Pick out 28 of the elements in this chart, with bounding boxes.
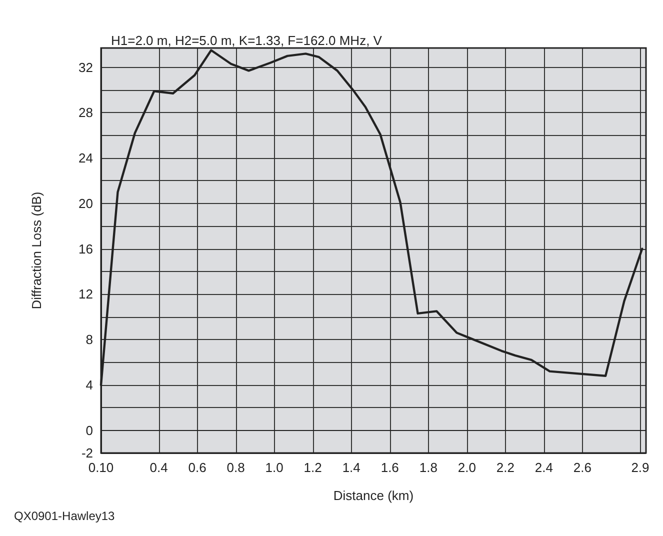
x-tick-label: 2.0	[458, 460, 476, 475]
x-tick-label: 1.8	[419, 460, 438, 475]
y-tick-label: 0	[86, 422, 93, 438]
x-tick-label: 0.8	[226, 460, 245, 475]
x-tick-label: 1.6	[380, 460, 399, 475]
y-tick-label: 28	[78, 105, 93, 120]
y-tick-label: 32	[78, 60, 93, 75]
y-tick-label: 4	[86, 377, 93, 392]
x-tick-label: 2.9	[631, 460, 650, 475]
x-tick-label: 1.2	[304, 460, 322, 475]
x-tick-label: 2.2	[496, 460, 514, 475]
x-tick-label: 2.6	[573, 460, 592, 475]
x-tick-label: 2.4	[534, 460, 553, 475]
y-tick-label: -2	[81, 446, 93, 460]
y-tick-label: 12	[78, 286, 93, 302]
x-tick-label: 0.10	[88, 460, 114, 475]
y-tick-label: 20	[78, 196, 93, 211]
x-tick-label: 1.4	[342, 460, 360, 475]
x-tick-label: 1.0	[265, 460, 284, 475]
y-tick-label: 24	[78, 150, 93, 166]
y-axis-title: Diffraction Loss (dB)	[29, 192, 44, 310]
x-tick-label: 0.4	[150, 460, 168, 475]
y-tick-label: 8	[86, 332, 93, 348]
text: QX0901-Hawley13	[14, 509, 116, 523]
x-tick-label: 0.6	[188, 460, 206, 475]
x-axis-title: Distance (km)	[333, 488, 414, 503]
y-tick-label: 16	[78, 241, 93, 256]
chart-title: H1=2.0 m, H2=5.0 m, K=1.33, F=162.0 MHz, V	[111, 33, 382, 48]
